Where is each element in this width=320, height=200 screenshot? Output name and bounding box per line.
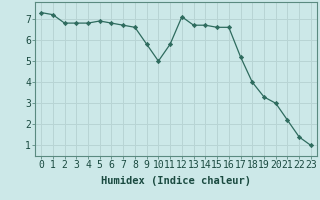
X-axis label: Humidex (Indice chaleur): Humidex (Indice chaleur) <box>101 176 251 186</box>
